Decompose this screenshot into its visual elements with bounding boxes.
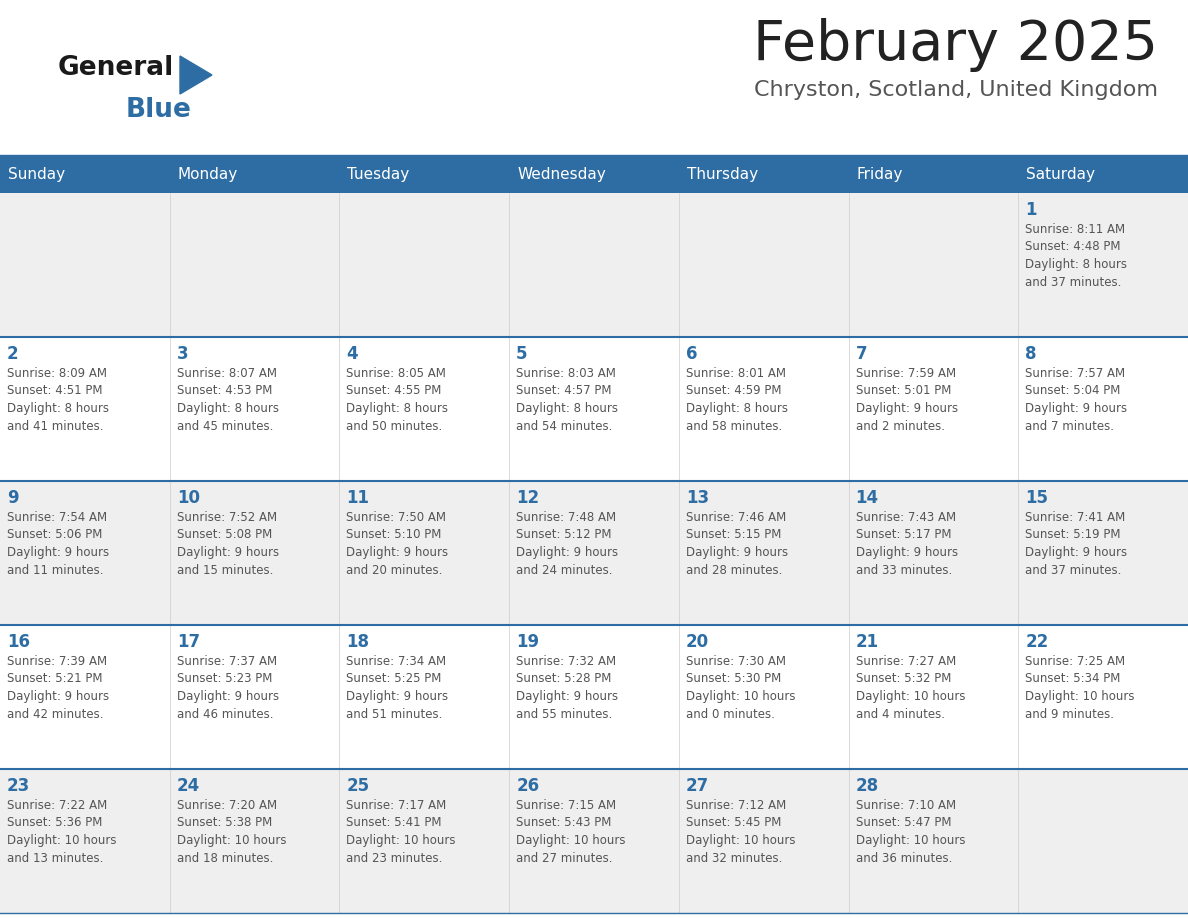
Text: Sunrise: 7:59 AM
Sunset: 5:01 PM
Daylight: 9 hours
and 2 minutes.: Sunrise: 7:59 AM Sunset: 5:01 PM Dayligh… (855, 367, 958, 432)
Text: 11: 11 (347, 489, 369, 507)
Text: 8: 8 (1025, 345, 1037, 363)
Text: Sunrise: 7:32 AM
Sunset: 5:28 PM
Daylight: 9 hours
and 55 minutes.: Sunrise: 7:32 AM Sunset: 5:28 PM Dayligh… (516, 655, 618, 721)
Text: Sunrise: 8:01 AM
Sunset: 4:59 PM
Daylight: 8 hours
and 58 minutes.: Sunrise: 8:01 AM Sunset: 4:59 PM Dayligh… (685, 367, 788, 432)
Text: Sunrise: 7:20 AM
Sunset: 5:38 PM
Daylight: 10 hours
and 18 minutes.: Sunrise: 7:20 AM Sunset: 5:38 PM Dayligh… (177, 799, 286, 865)
Text: February 2025: February 2025 (753, 18, 1158, 72)
Text: Sunrise: 7:50 AM
Sunset: 5:10 PM
Daylight: 9 hours
and 20 minutes.: Sunrise: 7:50 AM Sunset: 5:10 PM Dayligh… (347, 511, 449, 577)
Text: Blue: Blue (126, 97, 192, 123)
Text: Sunday: Sunday (8, 166, 65, 182)
Text: 22: 22 (1025, 633, 1049, 651)
Text: 25: 25 (347, 777, 369, 795)
Text: 16: 16 (7, 633, 30, 651)
Bar (0, 769, 1188, 913)
Text: 13: 13 (685, 489, 709, 507)
Text: Sunrise: 8:05 AM
Sunset: 4:55 PM
Daylight: 8 hours
and 50 minutes.: Sunrise: 8:05 AM Sunset: 4:55 PM Dayligh… (347, 367, 448, 432)
Bar (0, 481, 1188, 625)
Polygon shape (181, 56, 211, 94)
Bar (0, 155, 1188, 193)
Bar (0, 625, 1188, 769)
Text: Saturday: Saturday (1026, 166, 1095, 182)
Text: 7: 7 (855, 345, 867, 363)
Text: Sunrise: 7:39 AM
Sunset: 5:21 PM
Daylight: 9 hours
and 42 minutes.: Sunrise: 7:39 AM Sunset: 5:21 PM Dayligh… (7, 655, 109, 721)
Text: 14: 14 (855, 489, 879, 507)
Text: Sunrise: 7:15 AM
Sunset: 5:43 PM
Daylight: 10 hours
and 27 minutes.: Sunrise: 7:15 AM Sunset: 5:43 PM Dayligh… (516, 799, 626, 865)
Text: 21: 21 (855, 633, 879, 651)
Text: 19: 19 (516, 633, 539, 651)
Text: 26: 26 (516, 777, 539, 795)
Text: 23: 23 (7, 777, 30, 795)
Bar (0, 193, 1188, 337)
Text: Sunrise: 8:07 AM
Sunset: 4:53 PM
Daylight: 8 hours
and 45 minutes.: Sunrise: 8:07 AM Sunset: 4:53 PM Dayligh… (177, 367, 279, 432)
Text: Sunrise: 7:37 AM
Sunset: 5:23 PM
Daylight: 9 hours
and 46 minutes.: Sunrise: 7:37 AM Sunset: 5:23 PM Dayligh… (177, 655, 279, 721)
Text: 17: 17 (177, 633, 200, 651)
Text: Sunrise: 7:27 AM
Sunset: 5:32 PM
Daylight: 10 hours
and 4 minutes.: Sunrise: 7:27 AM Sunset: 5:32 PM Dayligh… (855, 655, 965, 721)
Text: Sunrise: 8:09 AM
Sunset: 4:51 PM
Daylight: 8 hours
and 41 minutes.: Sunrise: 8:09 AM Sunset: 4:51 PM Dayligh… (7, 367, 109, 432)
Text: 5: 5 (516, 345, 527, 363)
Text: Sunrise: 8:11 AM
Sunset: 4:48 PM
Daylight: 8 hours
and 37 minutes.: Sunrise: 8:11 AM Sunset: 4:48 PM Dayligh… (1025, 223, 1127, 288)
Text: 28: 28 (855, 777, 879, 795)
Text: Monday: Monday (178, 166, 238, 182)
Bar (0, 337, 1188, 481)
Text: 2: 2 (7, 345, 19, 363)
Text: Sunrise: 7:17 AM
Sunset: 5:41 PM
Daylight: 10 hours
and 23 minutes.: Sunrise: 7:17 AM Sunset: 5:41 PM Dayligh… (347, 799, 456, 865)
Text: Sunrise: 7:48 AM
Sunset: 5:12 PM
Daylight: 9 hours
and 24 minutes.: Sunrise: 7:48 AM Sunset: 5:12 PM Dayligh… (516, 511, 618, 577)
Text: Tuesday: Tuesday (347, 166, 410, 182)
Text: 3: 3 (177, 345, 189, 363)
Text: 12: 12 (516, 489, 539, 507)
Text: 27: 27 (685, 777, 709, 795)
Text: 24: 24 (177, 777, 200, 795)
Text: 9: 9 (7, 489, 19, 507)
Text: Sunrise: 7:25 AM
Sunset: 5:34 PM
Daylight: 10 hours
and 9 minutes.: Sunrise: 7:25 AM Sunset: 5:34 PM Dayligh… (1025, 655, 1135, 721)
Text: Wednesday: Wednesday (517, 166, 606, 182)
Text: Sunrise: 7:43 AM
Sunset: 5:17 PM
Daylight: 9 hours
and 33 minutes.: Sunrise: 7:43 AM Sunset: 5:17 PM Dayligh… (855, 511, 958, 577)
Text: Sunrise: 7:10 AM
Sunset: 5:47 PM
Daylight: 10 hours
and 36 minutes.: Sunrise: 7:10 AM Sunset: 5:47 PM Dayligh… (855, 799, 965, 865)
Text: Sunrise: 7:41 AM
Sunset: 5:19 PM
Daylight: 9 hours
and 37 minutes.: Sunrise: 7:41 AM Sunset: 5:19 PM Dayligh… (1025, 511, 1127, 577)
Text: 4: 4 (347, 345, 358, 363)
Text: Friday: Friday (857, 166, 903, 182)
Text: Sunrise: 7:12 AM
Sunset: 5:45 PM
Daylight: 10 hours
and 32 minutes.: Sunrise: 7:12 AM Sunset: 5:45 PM Dayligh… (685, 799, 795, 865)
Text: Chryston, Scotland, United Kingdom: Chryston, Scotland, United Kingdom (754, 80, 1158, 100)
Text: Sunrise: 7:22 AM
Sunset: 5:36 PM
Daylight: 10 hours
and 13 minutes.: Sunrise: 7:22 AM Sunset: 5:36 PM Dayligh… (7, 799, 116, 865)
Text: 6: 6 (685, 345, 697, 363)
Text: 15: 15 (1025, 489, 1048, 507)
Text: Sunrise: 8:03 AM
Sunset: 4:57 PM
Daylight: 8 hours
and 54 minutes.: Sunrise: 8:03 AM Sunset: 4:57 PM Dayligh… (516, 367, 618, 432)
Text: 20: 20 (685, 633, 709, 651)
Text: Sunrise: 7:52 AM
Sunset: 5:08 PM
Daylight: 9 hours
and 15 minutes.: Sunrise: 7:52 AM Sunset: 5:08 PM Dayligh… (177, 511, 279, 577)
Text: 1: 1 (1025, 201, 1037, 219)
Text: Sunrise: 7:54 AM
Sunset: 5:06 PM
Daylight: 9 hours
and 11 minutes.: Sunrise: 7:54 AM Sunset: 5:06 PM Dayligh… (7, 511, 109, 577)
Text: Thursday: Thursday (687, 166, 758, 182)
Text: 18: 18 (347, 633, 369, 651)
Text: General: General (58, 55, 175, 81)
Text: Sunrise: 7:30 AM
Sunset: 5:30 PM
Daylight: 10 hours
and 0 minutes.: Sunrise: 7:30 AM Sunset: 5:30 PM Dayligh… (685, 655, 795, 721)
Text: Sunrise: 7:34 AM
Sunset: 5:25 PM
Daylight: 9 hours
and 51 minutes.: Sunrise: 7:34 AM Sunset: 5:25 PM Dayligh… (347, 655, 449, 721)
Text: 10: 10 (177, 489, 200, 507)
Text: Sunrise: 7:46 AM
Sunset: 5:15 PM
Daylight: 9 hours
and 28 minutes.: Sunrise: 7:46 AM Sunset: 5:15 PM Dayligh… (685, 511, 788, 577)
Text: Sunrise: 7:57 AM
Sunset: 5:04 PM
Daylight: 9 hours
and 7 minutes.: Sunrise: 7:57 AM Sunset: 5:04 PM Dayligh… (1025, 367, 1127, 432)
